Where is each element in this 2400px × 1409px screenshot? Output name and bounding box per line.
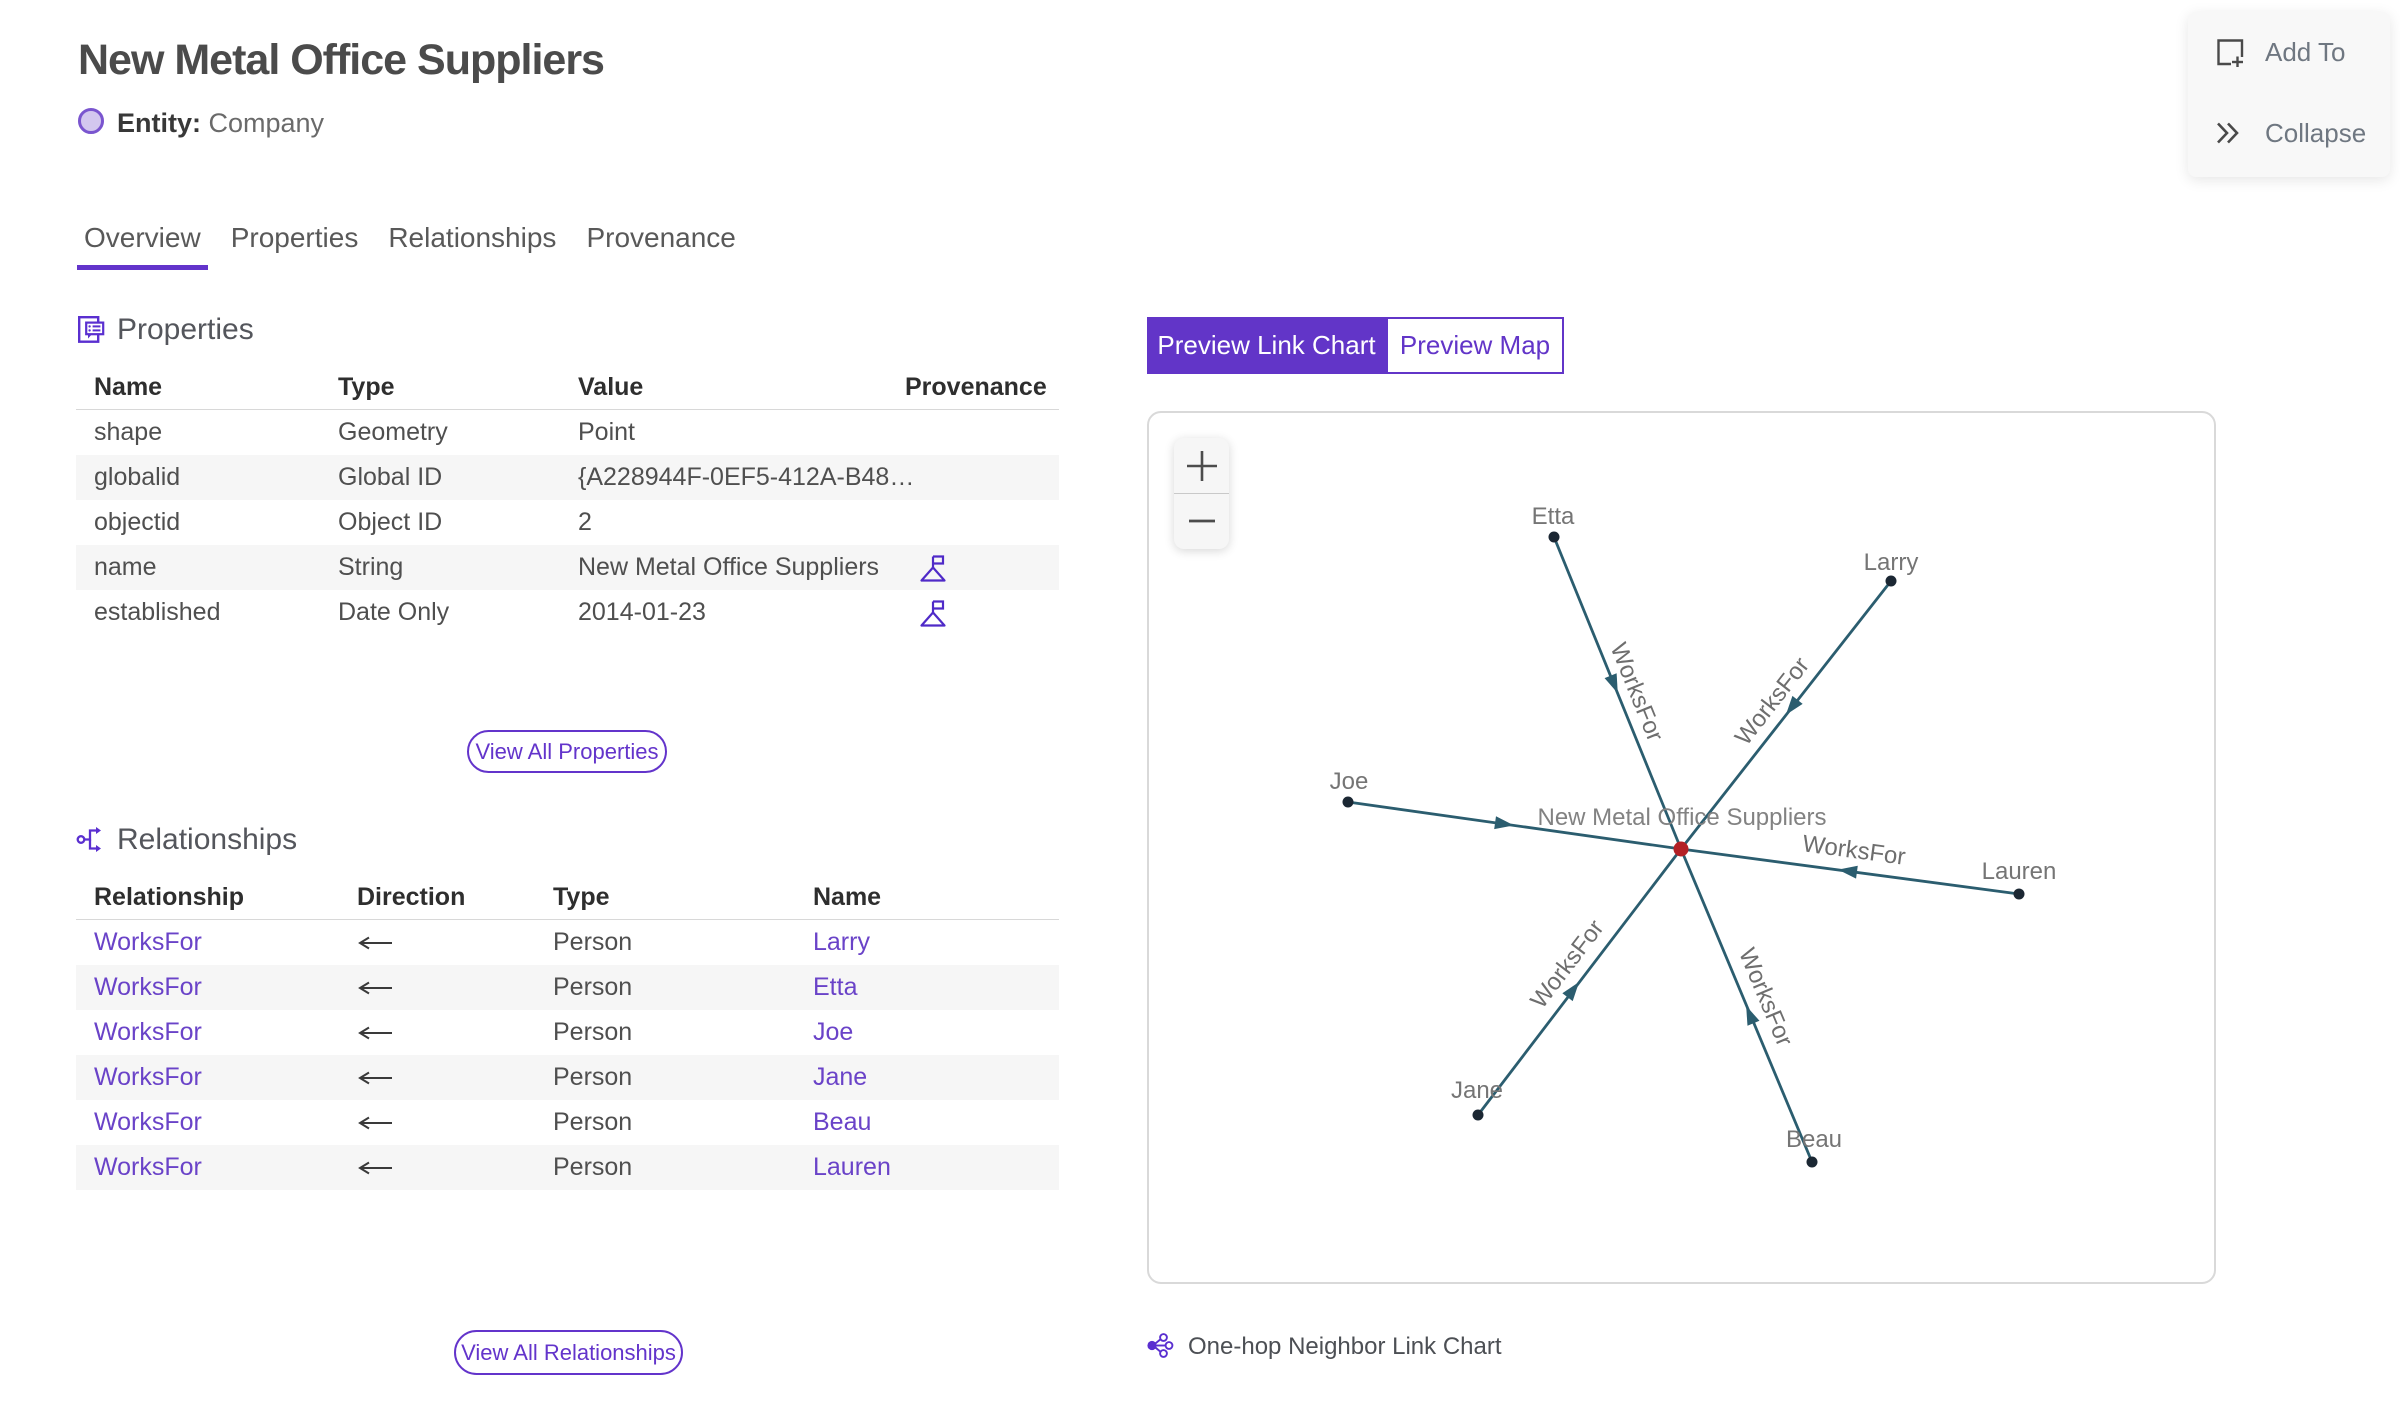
svg-text:WorksFor: WorksFor — [1801, 830, 1907, 870]
svg-text:Lauren: Lauren — [1982, 858, 2057, 885]
svg-text:Jane: Jane — [1451, 1077, 1503, 1104]
svg-text:Etta: Etta — [1532, 503, 1575, 530]
svg-text:WorksFor: WorksFor — [1730, 652, 1815, 750]
svg-text:Beau: Beau — [1786, 1126, 1842, 1153]
svg-text:New Metal Office Suppliers: New Metal Office Suppliers — [1537, 804, 1826, 831]
svg-text:Joe: Joe — [1330, 768, 1369, 795]
svg-text:Larry: Larry — [1864, 549, 1919, 576]
svg-text:WorksFor: WorksFor — [1605, 639, 1669, 745]
